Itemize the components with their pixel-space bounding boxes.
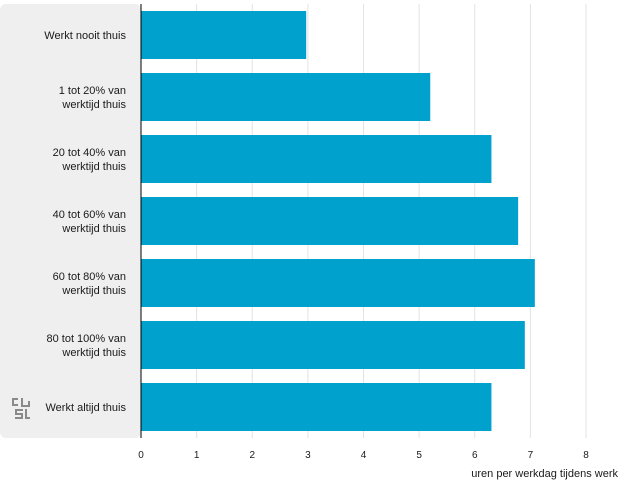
cbs-logo-icon (12, 398, 30, 419)
bar (141, 383, 492, 431)
bar (141, 11, 307, 59)
bar (141, 259, 535, 307)
x-axis-title: uren per werkdag tijdens werk (471, 468, 618, 480)
x-tick-label: 2 (249, 450, 255, 461)
bar (141, 321, 525, 369)
category-label: 80 tot 100% van werktijd thuis (46, 333, 126, 359)
category-label: Werkt altijd thuis (46, 402, 127, 414)
category-label: Werkt nooit thuis (44, 30, 126, 42)
category-label: 60 tot 80% van werktijd thuis (53, 271, 127, 297)
category-label: 1 tot 20% van werktijd thuis (59, 85, 127, 111)
bar (141, 197, 519, 245)
bar (141, 135, 492, 183)
category-label-panel (0, 4, 141, 438)
bar (141, 73, 431, 121)
category-label: 40 tot 60% van werktijd thuis (53, 209, 127, 235)
x-tick-label: 0 (138, 450, 144, 461)
x-tick-labels: 0 1 2 3 4 5 6 7 8 (138, 450, 589, 461)
x-tick-label: 8 (583, 450, 589, 461)
x-tick-label: 4 (361, 450, 367, 461)
x-tick-label: 7 (528, 450, 534, 461)
x-tick-label: 1 (194, 450, 200, 461)
category-label: 20 tot 40% van werktijd thuis (53, 147, 127, 173)
bars (141, 11, 535, 431)
category-labels: Werkt nooit thuis 1 tot 20% van werktijd t… (44, 30, 126, 414)
x-tick-label: 6 (472, 450, 478, 461)
x-tick-label: 3 (305, 450, 311, 461)
x-tick-label: 5 (416, 450, 422, 461)
